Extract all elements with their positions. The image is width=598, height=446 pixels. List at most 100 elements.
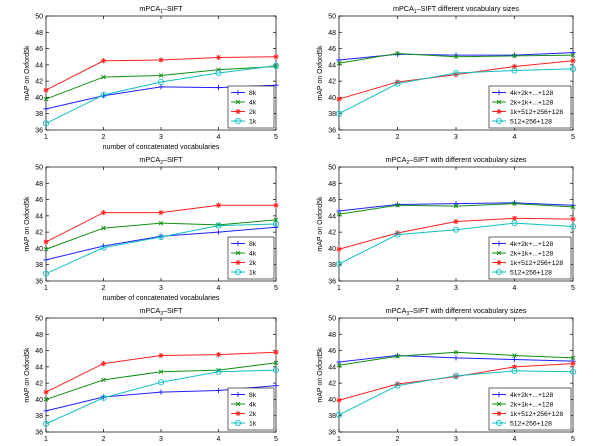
x-tick-label: 2 bbox=[102, 436, 106, 443]
data-point bbox=[453, 203, 459, 209]
legend: 4k+2k+...+128 2k+1k+...+128 1k+512+256+128… bbox=[488, 85, 572, 129]
data-point bbox=[570, 355, 576, 361]
data-point bbox=[394, 231, 401, 238]
chart-title-subscript: 2 bbox=[160, 160, 163, 166]
y-tick-label: 40 bbox=[328, 397, 336, 404]
y-tick-label: 36 bbox=[35, 430, 43, 437]
data-point bbox=[395, 51, 400, 56]
x-tick-label: 5 bbox=[274, 285, 278, 292]
data-point bbox=[215, 54, 222, 61]
chart-title-main: mPCA bbox=[139, 4, 160, 13]
data-point bbox=[394, 80, 401, 87]
legend-marker bbox=[235, 99, 241, 105]
data-point bbox=[336, 208, 342, 214]
y-tick-label: 48 bbox=[35, 30, 43, 37]
chart-title-subscript: 3 bbox=[160, 311, 163, 317]
data-point bbox=[452, 226, 460, 233]
data-point bbox=[570, 204, 576, 210]
y-tick-label: 46 bbox=[328, 197, 336, 204]
series-4 bbox=[42, 367, 280, 427]
data-point bbox=[100, 210, 107, 216]
data-point bbox=[570, 361, 576, 367]
series-4 bbox=[42, 220, 280, 277]
legend-marker bbox=[235, 108, 241, 115]
legend-entry: 8k bbox=[231, 240, 257, 248]
legend-entry: 2k+1k+...+128 bbox=[492, 251, 553, 258]
data-point bbox=[394, 51, 401, 57]
data-point bbox=[101, 377, 106, 383]
y-tick-label: 50 bbox=[328, 14, 336, 21]
data-point bbox=[157, 233, 165, 241]
legend-label: 4k bbox=[249, 100, 257, 107]
data-point bbox=[42, 420, 50, 427]
data-point bbox=[158, 369, 164, 375]
legend: 8k 4k 2k 1k bbox=[227, 387, 275, 431]
legend-marker bbox=[495, 419, 503, 427]
series-3 bbox=[43, 202, 279, 245]
legend-marker bbox=[235, 410, 241, 417]
y-tick-label: 42 bbox=[35, 230, 43, 237]
x-axis-label: number of concatenated vocabularies bbox=[103, 295, 220, 302]
legend-entry: 512+256+128 bbox=[492, 117, 552, 126]
y-tick-label: 46 bbox=[35, 197, 43, 204]
legend-entry: 2k+1k+...+128 bbox=[492, 100, 553, 107]
data-point bbox=[101, 74, 106, 80]
x-tick-label: 4 bbox=[513, 134, 517, 141]
x-tick-label: 4 bbox=[513, 285, 517, 292]
data-point bbox=[453, 218, 459, 225]
data-point bbox=[273, 82, 279, 88]
data-point bbox=[569, 65, 577, 72]
data-point bbox=[453, 54, 459, 59]
x-tick-label: 2 bbox=[102, 285, 106, 292]
data-point bbox=[100, 58, 107, 64]
data-point bbox=[100, 361, 107, 367]
data-point bbox=[512, 353, 517, 358]
chart-title-suffix: –SIFT with different vocabulary sizes bbox=[409, 306, 527, 315]
y-tick-label: 50 bbox=[328, 316, 336, 323]
series-line bbox=[45, 223, 277, 275]
data-point bbox=[273, 224, 279, 230]
legend-marker bbox=[234, 419, 242, 427]
y-tick-label: 48 bbox=[328, 332, 336, 339]
legend: 8k 4k 2k 1k bbox=[227, 85, 275, 129]
data-point bbox=[158, 84, 164, 90]
x-tick-label: 4 bbox=[513, 436, 517, 443]
series-line bbox=[338, 68, 574, 115]
data-point bbox=[215, 222, 222, 229]
data-point bbox=[215, 368, 222, 375]
data-point bbox=[453, 349, 459, 355]
y-tick-label: 44 bbox=[328, 364, 336, 371]
data-point bbox=[511, 356, 518, 363]
data-point bbox=[511, 220, 518, 227]
y-tick-label: 36 bbox=[35, 128, 43, 135]
chart-title-main: mPCA bbox=[139, 155, 160, 164]
chart-title: mPCA3–SIFT bbox=[139, 306, 183, 317]
series-4 bbox=[335, 65, 577, 117]
chart-title-subscript: 2 bbox=[406, 160, 409, 166]
data-point bbox=[100, 394, 107, 401]
x-tick-label: 4 bbox=[217, 436, 221, 443]
legend-entry: 2k bbox=[231, 259, 257, 267]
data-point bbox=[215, 69, 222, 77]
y-tick-label: 42 bbox=[328, 230, 336, 237]
data-point bbox=[158, 210, 164, 216]
x-tick-label: 1 bbox=[337, 436, 341, 443]
series-line bbox=[338, 370, 574, 416]
x-tick-label: 2 bbox=[396, 134, 400, 141]
chart-title-subscript: 3 bbox=[406, 311, 409, 317]
legend-label: 512+256+128 bbox=[510, 270, 552, 277]
data-point bbox=[43, 239, 49, 245]
x-tick-label: 1 bbox=[44, 285, 48, 292]
y-tick-label: 50 bbox=[35, 14, 43, 21]
legend-marker bbox=[235, 259, 241, 266]
x-tick-label: 3 bbox=[159, 285, 163, 292]
data-point bbox=[570, 216, 576, 222]
y-tick-label: 36 bbox=[35, 279, 43, 286]
y-axis-label: mAP on Oxford5k bbox=[317, 45, 324, 101]
legend-label: 1k+512+256+128 bbox=[510, 260, 563, 267]
data-point bbox=[336, 397, 342, 403]
x-tick-label: 3 bbox=[454, 436, 458, 443]
legend-marker bbox=[235, 89, 241, 96]
legend-marker bbox=[496, 250, 502, 256]
